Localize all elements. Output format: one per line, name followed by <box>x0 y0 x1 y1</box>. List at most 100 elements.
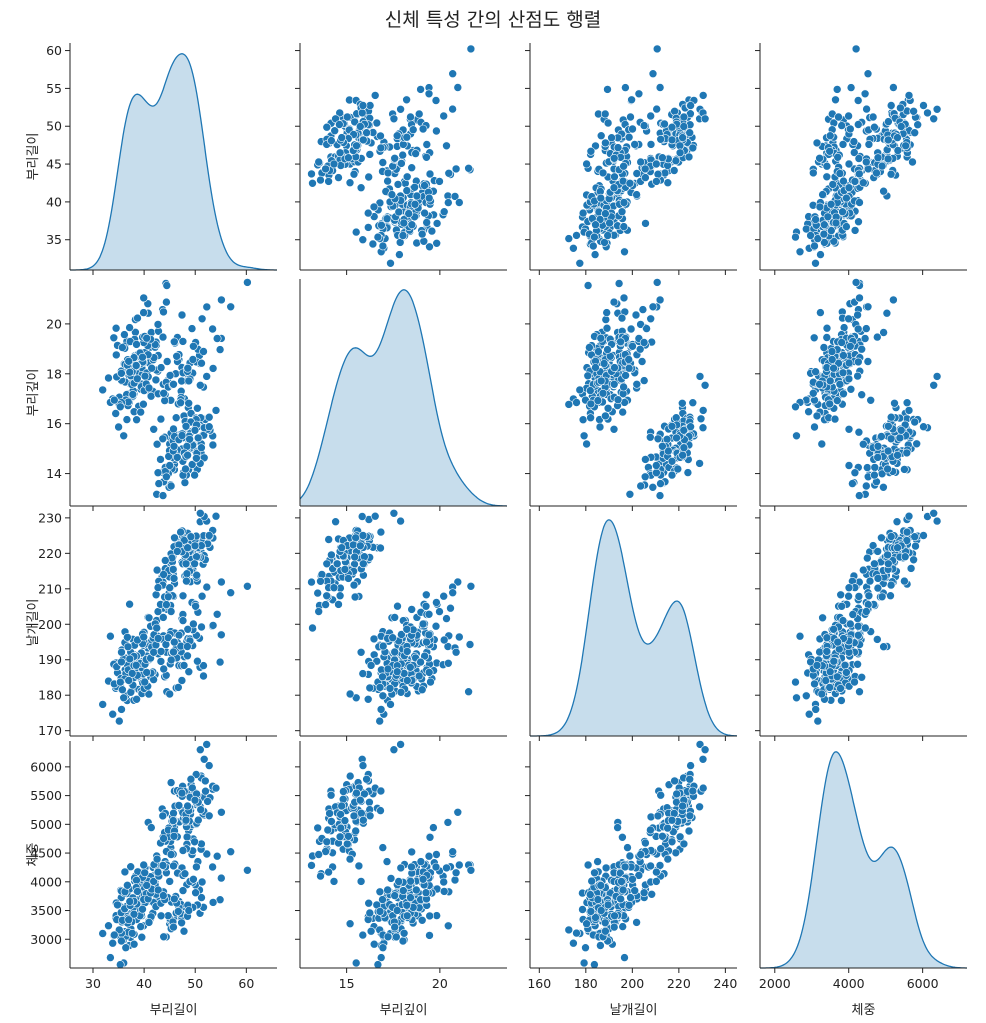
y-tick-label: 14 <box>46 466 62 481</box>
data-point <box>190 470 199 480</box>
data-point <box>620 953 629 962</box>
data-point <box>439 111 449 121</box>
data-point <box>698 91 708 100</box>
data-point <box>375 716 385 726</box>
data-point <box>873 153 883 162</box>
data-point <box>819 343 829 352</box>
data-point <box>158 811 168 821</box>
data-point <box>582 159 591 169</box>
data-point <box>854 592 864 601</box>
data-point <box>184 376 194 386</box>
data-point <box>812 138 822 148</box>
data-point <box>387 190 397 199</box>
data-point <box>572 398 581 407</box>
data-point <box>197 877 207 887</box>
data-point <box>652 44 662 54</box>
data-point <box>407 605 417 614</box>
data-point <box>648 482 658 492</box>
data-point <box>199 347 208 356</box>
data-point <box>572 231 581 240</box>
data-point <box>321 164 330 174</box>
data-point <box>118 343 127 352</box>
data-point <box>583 371 593 381</box>
data-point <box>443 921 453 931</box>
data-point <box>906 564 916 573</box>
data-point <box>830 414 840 424</box>
data-point <box>863 302 873 312</box>
data-point <box>810 241 819 251</box>
data-point <box>115 716 124 726</box>
y-tick-label: 20 <box>46 316 62 331</box>
data-point <box>162 297 171 307</box>
data-point <box>896 103 905 113</box>
data-point <box>895 433 905 443</box>
data-point <box>873 574 883 583</box>
data-point <box>826 200 836 209</box>
data-point <box>406 893 415 902</box>
data-point <box>169 922 178 932</box>
data-point <box>853 630 863 640</box>
data-point <box>909 555 918 565</box>
data-point <box>169 424 178 434</box>
data-point <box>329 877 339 886</box>
data-point <box>152 854 162 864</box>
data-point <box>375 907 385 916</box>
chart-title: 신체 특성 간의 산점도 행렬 <box>385 9 601 31</box>
data-point <box>454 860 464 870</box>
data-point <box>407 862 416 872</box>
data-point <box>623 843 632 852</box>
y-tick-label: 3000 <box>30 932 62 947</box>
y-tick-label: 55 <box>46 81 62 96</box>
y-axis-label-bill_length: 부리길이 <box>26 133 41 181</box>
data-point <box>197 443 206 453</box>
data-point <box>603 345 612 354</box>
data-point <box>640 472 650 482</box>
data-point <box>108 938 117 948</box>
data-point <box>812 411 822 421</box>
data-point <box>652 104 662 114</box>
data-point <box>640 164 650 174</box>
data-point <box>892 517 902 527</box>
data-point <box>147 823 156 832</box>
data-point <box>432 239 442 248</box>
data-point <box>842 668 851 677</box>
data-point <box>836 684 845 693</box>
data-point <box>398 150 408 160</box>
data-point <box>564 925 574 935</box>
data-point <box>396 863 406 873</box>
data-point <box>820 238 829 247</box>
data-point <box>868 112 878 122</box>
data-point <box>194 815 203 825</box>
data-point <box>625 489 635 499</box>
data-point <box>610 172 619 182</box>
data-point <box>202 302 212 312</box>
kde-area-body_mass <box>760 751 967 968</box>
data-point <box>591 220 600 229</box>
data-point <box>411 149 420 158</box>
x-tick-label: 220 <box>667 976 691 991</box>
data-point <box>889 83 898 92</box>
data-point <box>883 135 893 145</box>
data-point <box>114 422 123 432</box>
data-point <box>590 960 599 969</box>
data-point <box>327 817 336 826</box>
data-point <box>842 222 851 231</box>
data-point <box>658 441 667 451</box>
data-point <box>853 324 863 334</box>
data-point <box>192 453 201 463</box>
data-point <box>603 403 613 413</box>
data-point <box>340 816 350 825</box>
data-point <box>177 310 187 320</box>
data-point <box>645 432 655 442</box>
data-point <box>858 178 868 187</box>
data-point <box>839 176 848 186</box>
data-point <box>851 44 861 54</box>
data-point <box>605 218 614 228</box>
data-point <box>601 926 610 936</box>
data-point <box>675 148 685 158</box>
data-point <box>106 953 115 962</box>
data-point <box>844 159 854 169</box>
data-point <box>138 352 147 362</box>
y-tick-label: 220 <box>38 546 62 561</box>
data-point <box>646 861 655 871</box>
